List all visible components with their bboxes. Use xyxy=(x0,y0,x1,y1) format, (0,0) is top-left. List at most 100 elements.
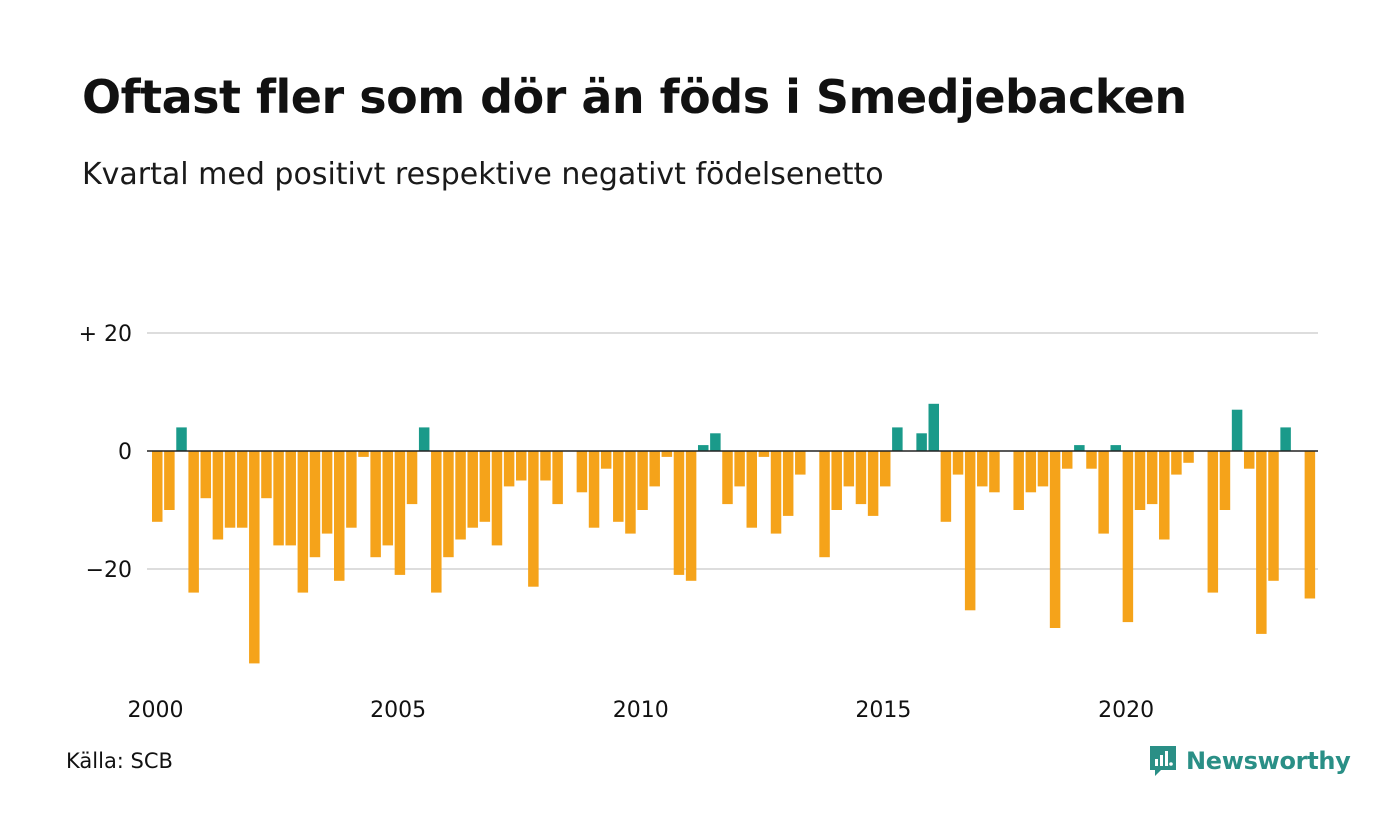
bar xyxy=(977,451,988,487)
bar xyxy=(1280,427,1291,451)
brand-logo: Newsworthy xyxy=(1148,744,1351,778)
bar xyxy=(758,451,770,457)
bar xyxy=(600,451,612,469)
bar xyxy=(649,451,660,487)
bar xyxy=(625,451,636,534)
bar xyxy=(224,451,236,528)
bar xyxy=(540,451,551,481)
bar xyxy=(528,451,539,587)
bar xyxy=(515,451,527,481)
x-tick-label: 2010 xyxy=(613,698,669,723)
bar xyxy=(989,451,1000,493)
brand-name: Newsworthy xyxy=(1186,747,1351,775)
bar xyxy=(1219,451,1231,510)
bar xyxy=(1146,451,1158,505)
bar xyxy=(552,451,563,505)
bar xyxy=(1171,451,1182,475)
bar xyxy=(152,451,163,522)
bar xyxy=(1183,451,1194,463)
bar xyxy=(164,451,175,510)
bar xyxy=(1207,451,1219,593)
bar xyxy=(697,445,709,451)
bar xyxy=(964,451,976,611)
bar xyxy=(940,451,952,522)
bar xyxy=(1013,451,1024,510)
bar xyxy=(637,451,648,510)
bar xyxy=(1268,451,1279,581)
bar xyxy=(1304,451,1316,599)
bar xyxy=(916,433,927,451)
bar xyxy=(1061,451,1073,469)
x-tick-label: 2015 xyxy=(855,698,911,723)
bar xyxy=(1049,451,1061,628)
bar xyxy=(370,451,381,558)
chart-title: Oftast fler som dör än föds i Smedjeback… xyxy=(82,70,1187,124)
bar xyxy=(249,451,260,664)
source-label: Källa: SCB xyxy=(66,749,173,773)
bar xyxy=(285,451,296,546)
bar xyxy=(782,451,794,516)
bar xyxy=(1256,451,1267,634)
bar xyxy=(479,451,491,522)
bar xyxy=(831,451,842,510)
newsworthy-logo-icon xyxy=(1150,746,1176,776)
bar xyxy=(746,451,758,528)
bar xyxy=(1243,451,1255,469)
bar xyxy=(236,451,248,528)
bar xyxy=(892,427,903,451)
x-tick-label: 2005 xyxy=(370,698,426,723)
bar xyxy=(406,451,418,505)
bar xyxy=(613,451,624,522)
bar xyxy=(928,403,940,451)
chart-subtitle: Kvartal med positivt respektive negativt… xyxy=(82,157,884,192)
x-tick-label: 2020 xyxy=(1098,698,1154,723)
bar xyxy=(455,451,466,540)
bar xyxy=(200,451,212,499)
bar xyxy=(273,451,284,546)
bar xyxy=(1037,451,1049,487)
y-tick-label: + 20 xyxy=(79,322,132,347)
bar xyxy=(382,451,394,546)
bar xyxy=(855,451,867,505)
bar xyxy=(261,451,272,499)
bar xyxy=(770,451,782,534)
bar xyxy=(334,451,345,581)
bar xyxy=(576,451,588,493)
bar xyxy=(710,433,721,451)
bar xyxy=(1098,451,1109,534)
bar xyxy=(1086,451,1097,469)
bar xyxy=(297,451,309,593)
bar xyxy=(321,451,333,534)
bar xyxy=(1134,451,1146,510)
bar xyxy=(1122,451,1134,623)
y-tick-label: 0 xyxy=(118,440,132,465)
bar xyxy=(661,451,673,457)
bar xyxy=(673,451,685,575)
bar xyxy=(431,451,442,593)
bar xyxy=(879,451,891,487)
bar xyxy=(1159,451,1170,540)
bar xyxy=(1074,445,1085,451)
bar xyxy=(867,451,879,516)
bar xyxy=(795,451,806,475)
bar xyxy=(467,451,478,528)
bar xyxy=(819,451,830,558)
bar xyxy=(1231,409,1243,451)
bar xyxy=(734,451,745,487)
bar xyxy=(418,427,430,451)
bar xyxy=(952,451,964,475)
bar xyxy=(843,451,855,487)
bar xyxy=(491,451,503,546)
bar xyxy=(1110,445,1122,451)
bar xyxy=(176,427,187,451)
bar xyxy=(346,451,357,528)
bar xyxy=(443,451,454,558)
y-tick-label: −20 xyxy=(86,558,132,583)
bar xyxy=(588,451,600,528)
bar xyxy=(685,451,697,581)
bar xyxy=(212,451,224,540)
x-tick-label: 2000 xyxy=(128,698,184,723)
bar xyxy=(1025,451,1037,493)
bar xyxy=(309,451,321,558)
